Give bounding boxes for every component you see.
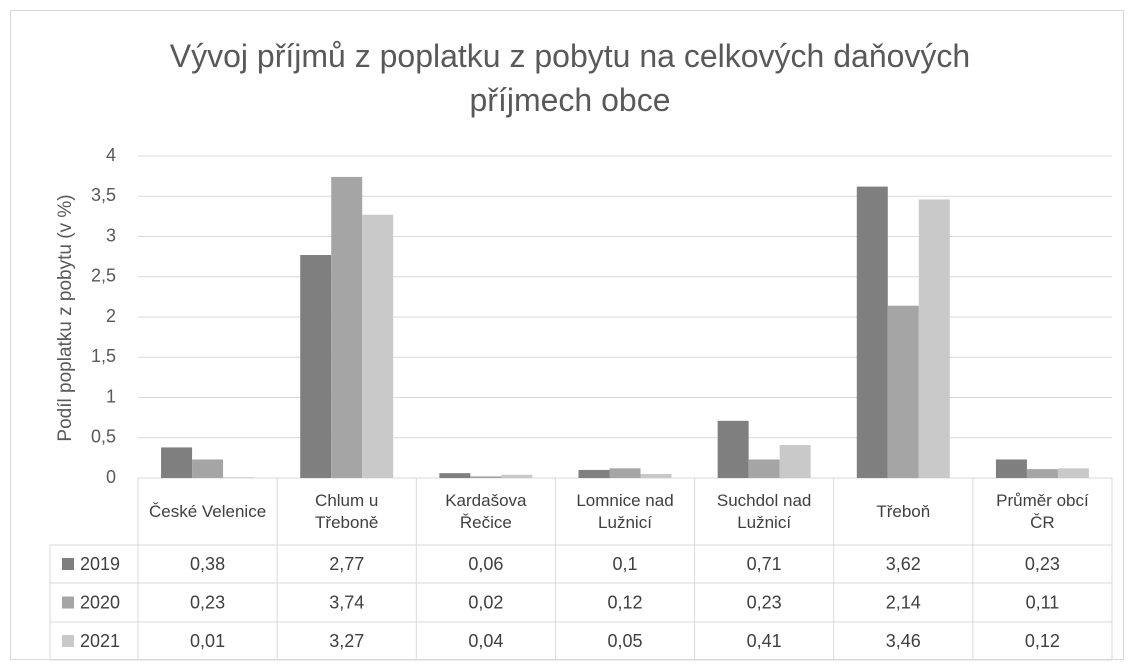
- y-tick-label: 3,5: [91, 185, 116, 205]
- legend-label: 2021: [80, 631, 120, 651]
- bar: [192, 459, 224, 478]
- legend-swatch: [62, 635, 74, 647]
- table-value: 2,77: [329, 554, 364, 574]
- x-tick-label: České Velenice: [148, 501, 267, 521]
- bar: [300, 255, 332, 478]
- chart-title: Vývoj příjmů z poplatku z pobytu na celk…: [169, 38, 971, 118]
- legend-swatch: [62, 596, 74, 609]
- y-tick-label: 3: [106, 225, 116, 245]
- table-value: 3,27: [329, 631, 364, 651]
- table-value: 0,23: [190, 592, 225, 612]
- table-value: 0,12: [607, 592, 642, 612]
- table-value: 0,38: [190, 554, 225, 574]
- y-axis-label: Podíl poplatku z pobytu (v %): [55, 194, 76, 441]
- bar: [856, 186, 888, 478]
- table-value: 0,23: [747, 592, 782, 612]
- table-value: 0,06: [468, 554, 503, 574]
- x-tick-label: Suchdol nad Lužnicí: [716, 490, 812, 532]
- bar: [470, 476, 502, 478]
- table-value: 2,14: [886, 592, 921, 612]
- legend-swatch: [62, 558, 74, 570]
- bar: [439, 473, 471, 478]
- bar: [748, 459, 780, 478]
- table-value: 0,02: [468, 592, 503, 612]
- y-tick-label: 1,5: [91, 346, 116, 366]
- table-value: 0,12: [1025, 631, 1060, 651]
- bar: [640, 473, 672, 478]
- bar: [501, 474, 533, 478]
- bar: [1057, 468, 1089, 478]
- table-value: 0,41: [747, 631, 782, 651]
- bar: [779, 444, 811, 478]
- table-value: 0,11: [1026, 592, 1060, 612]
- bar: [1026, 469, 1058, 478]
- y-tick-label: 1: [106, 386, 116, 406]
- bar: [578, 469, 610, 478]
- x-tick-label: Třeboň: [876, 501, 931, 521]
- bar: [223, 477, 255, 478]
- bar: [717, 420, 749, 478]
- y-tick-label: 0: [106, 467, 116, 487]
- table-value: 3,62: [886, 554, 921, 574]
- bar: [362, 214, 394, 478]
- y-tick-label: 2: [106, 306, 116, 326]
- bar: [331, 176, 363, 478]
- y-tick-label: 2,5: [91, 266, 116, 286]
- table-value: 0,23: [1025, 554, 1060, 574]
- table-value: 0,05: [607, 631, 642, 651]
- x-tick-label: Chlum u Třeboně: [315, 490, 379, 532]
- bar: [609, 468, 641, 478]
- y-tick-label: 4: [106, 145, 116, 165]
- y-tick-label: 0,5: [91, 427, 116, 447]
- bar: [995, 459, 1027, 478]
- table-value: 0,71: [747, 554, 782, 574]
- table-value: 3,46: [886, 631, 921, 651]
- table-value: 3,74: [329, 592, 364, 612]
- table-value: 0,01: [190, 631, 225, 651]
- bar: [161, 447, 193, 478]
- legend-label: 2019: [80, 554, 120, 574]
- x-tick-label: Průměr obcí ČR: [996, 490, 1089, 532]
- table-value: 0,1: [612, 554, 637, 574]
- legend-label: 2020: [80, 592, 120, 612]
- table-value: 0,04: [468, 631, 503, 651]
- bar: [918, 199, 950, 478]
- x-tick-label: Lomnice nad Lužnicí: [576, 490, 674, 532]
- bar: [887, 305, 919, 478]
- x-tick-label: Kardašova Řečice: [445, 490, 527, 532]
